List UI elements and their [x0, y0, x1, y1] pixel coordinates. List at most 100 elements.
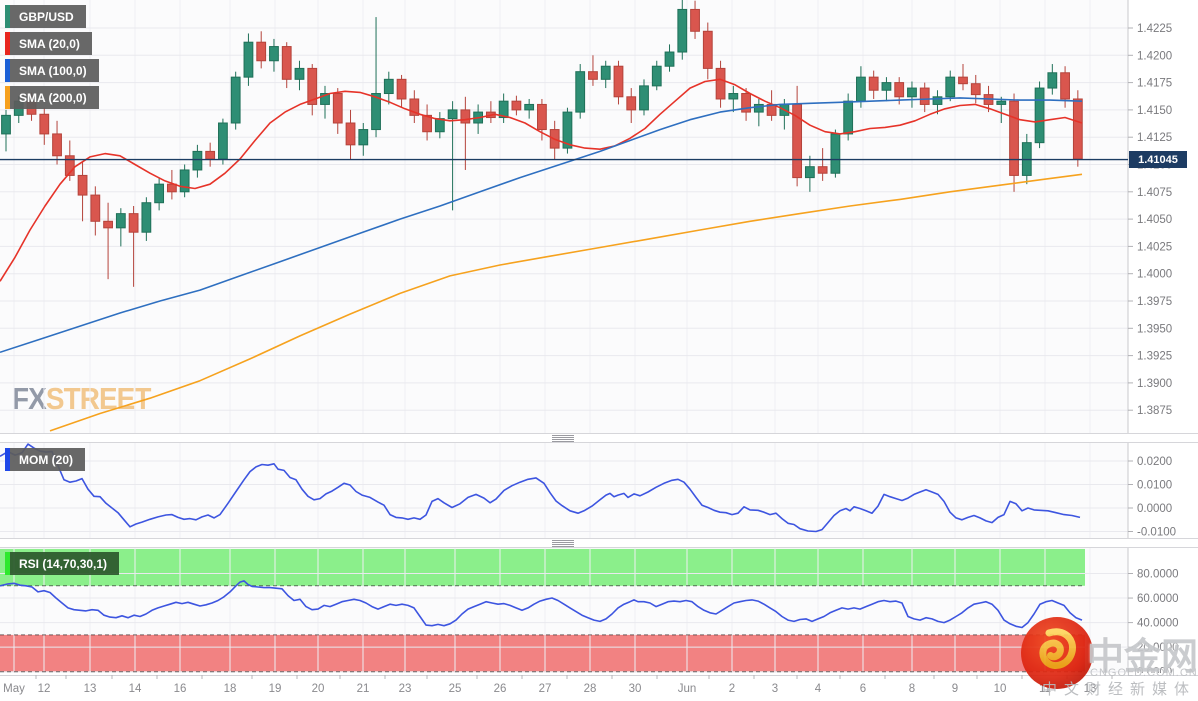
cngold-logo [1021, 617, 1093, 689]
candle-body [1047, 72, 1058, 89]
rsi-indicator-panel[interactable]: 80.0000 60.0000 40.0000 20.0000 0.0000 [0, 548, 1198, 673]
x-axis-label: 14 [129, 683, 142, 695]
x-axis-label: 4 [815, 683, 822, 695]
legend-label: GBP/USD [19, 9, 74, 24]
x-axis-label: 25 [449, 683, 462, 695]
x-axis-label: May [3, 683, 25, 695]
x-axis-label: 27 [539, 683, 552, 695]
candle-body [843, 100, 854, 135]
rsi-axis-tick-label: 40.0000 [1137, 618, 1179, 630]
x-axis-label: 21 [357, 683, 370, 695]
candle-body [39, 113, 50, 135]
mom-axis-tick-label: -0.0100 [1137, 527, 1176, 539]
main-axis-tick-label: 1.4175 [1137, 78, 1172, 90]
candle-body [945, 76, 956, 98]
main-axis-tick-label: 1.4200 [1137, 50, 1172, 62]
panel-divider-2[interactable] [0, 538, 1198, 548]
sma-line-3 [49, 173, 1083, 432]
x-axis-label: 9 [952, 683, 958, 695]
candle-body [575, 71, 586, 113]
candle-body [715, 67, 726, 100]
candles [1, 0, 1083, 287]
panel-divider-1[interactable] [0, 433, 1198, 443]
sma-line-1 [0, 78, 1083, 282]
legend-label: SMA (200,0) [19, 90, 87, 105]
candle-body [396, 78, 407, 100]
main-axis-tick-label: 1.4225 [1137, 23, 1172, 35]
legend-gbp-usd: GBP/USD [5, 5, 86, 28]
x-axis-label: 10 [994, 683, 1007, 695]
main-chart-panel[interactable]: 1.42251.42001.41751.41501.41251.41001.40… [0, 0, 1198, 433]
x-axis-label: 26 [494, 683, 507, 695]
mom-indicator-panel[interactable]: 0.0200 0.0100 0.0000 -0.0100 [0, 443, 1198, 538]
candle-body [320, 93, 330, 105]
main-axis-tick-label: 1.4000 [1137, 269, 1172, 281]
candle-body [677, 8, 688, 53]
main-axis-tick-label: 1.3900 [1137, 378, 1172, 390]
candle-body [958, 76, 968, 85]
sma-line-2 [0, 97, 1083, 354]
main-axis-tick-label: 1.3925 [1137, 351, 1172, 363]
x-axis-label: 8 [909, 683, 915, 695]
cngold-watermark-domain: CNGOLD.COM.CN [1090, 667, 1198, 679]
candle-body [77, 174, 88, 196]
candle-body [218, 122, 228, 160]
legend-sma-100-0-: SMA (100,0) [5, 59, 99, 82]
candle-body [434, 118, 445, 133]
rsi-axis-tick-label: 0.0000 [1137, 667, 1172, 673]
x-axis-label: 6 [860, 683, 866, 695]
legend-accent-bar [5, 448, 10, 471]
candle-body [460, 109, 471, 124]
candle-body [103, 220, 113, 229]
cngold-logo-swirl [1039, 628, 1076, 669]
mom-plot-background [0, 443, 1128, 538]
main-axis-tick-label: 1.4050 [1137, 214, 1172, 226]
main-axis-tick-label: 1.3875 [1137, 405, 1172, 417]
candle-body [881, 82, 892, 91]
candle-body [626, 96, 637, 111]
candle-body [1034, 87, 1045, 144]
x-axis-label: 20 [312, 683, 325, 695]
candle-body [932, 96, 943, 105]
legend-label: MOM (20) [19, 452, 73, 467]
candle-body [345, 122, 356, 146]
divider-grip-icon[interactable] [552, 540, 574, 547]
divider-grip-icon[interactable] [552, 435, 574, 442]
candle-body [753, 103, 764, 113]
candle-body [281, 46, 292, 80]
x-axis-label: 2 [729, 683, 735, 695]
x-axis-strip: May 12 13 14 16 18 19 20 21 23 25 26 27 28 30 Jun 2 3 4 6 8 9… [0, 675, 1198, 695]
legend-mom-20-: MOM (20) [5, 448, 85, 471]
candle-body [613, 65, 624, 98]
candle-body [919, 87, 930, 105]
candle-body [115, 213, 126, 229]
candle-body [741, 93, 751, 113]
candle-body [192, 150, 203, 171]
x-axis-label: Jun [678, 683, 697, 695]
main-axis-tick-label: 1.3950 [1137, 323, 1172, 335]
legend-accent-bar [5, 5, 10, 28]
candle-body [868, 76, 879, 91]
legend-sma-200-0-: SMA (200,0) [5, 86, 99, 109]
candle-body [141, 202, 152, 233]
candle-body [498, 100, 509, 119]
candle-body [256, 41, 267, 62]
candle-body [728, 93, 739, 100]
rsi-axis-tick-label: 80.0000 [1137, 569, 1179, 581]
x-axis-label: 19 [269, 683, 282, 695]
candle-body [243, 41, 254, 78]
candle-body [639, 85, 649, 111]
candle-body [1060, 72, 1070, 100]
x-axis-label: 18 [224, 683, 237, 695]
candle-body [856, 76, 866, 102]
main-axis-tick-label: 1.4150 [1137, 105, 1172, 117]
candle-body [447, 109, 458, 120]
candle-body [562, 111, 573, 149]
x-axis-label: 13 [1084, 683, 1097, 695]
x-axis-label: 3 [772, 683, 778, 695]
legend-label: RSI (14,70,30,1) [19, 556, 108, 571]
candle-body [90, 194, 101, 222]
candle-body [1009, 100, 1019, 176]
candle-body [970, 83, 981, 96]
x-axis-label: 16 [174, 683, 187, 695]
